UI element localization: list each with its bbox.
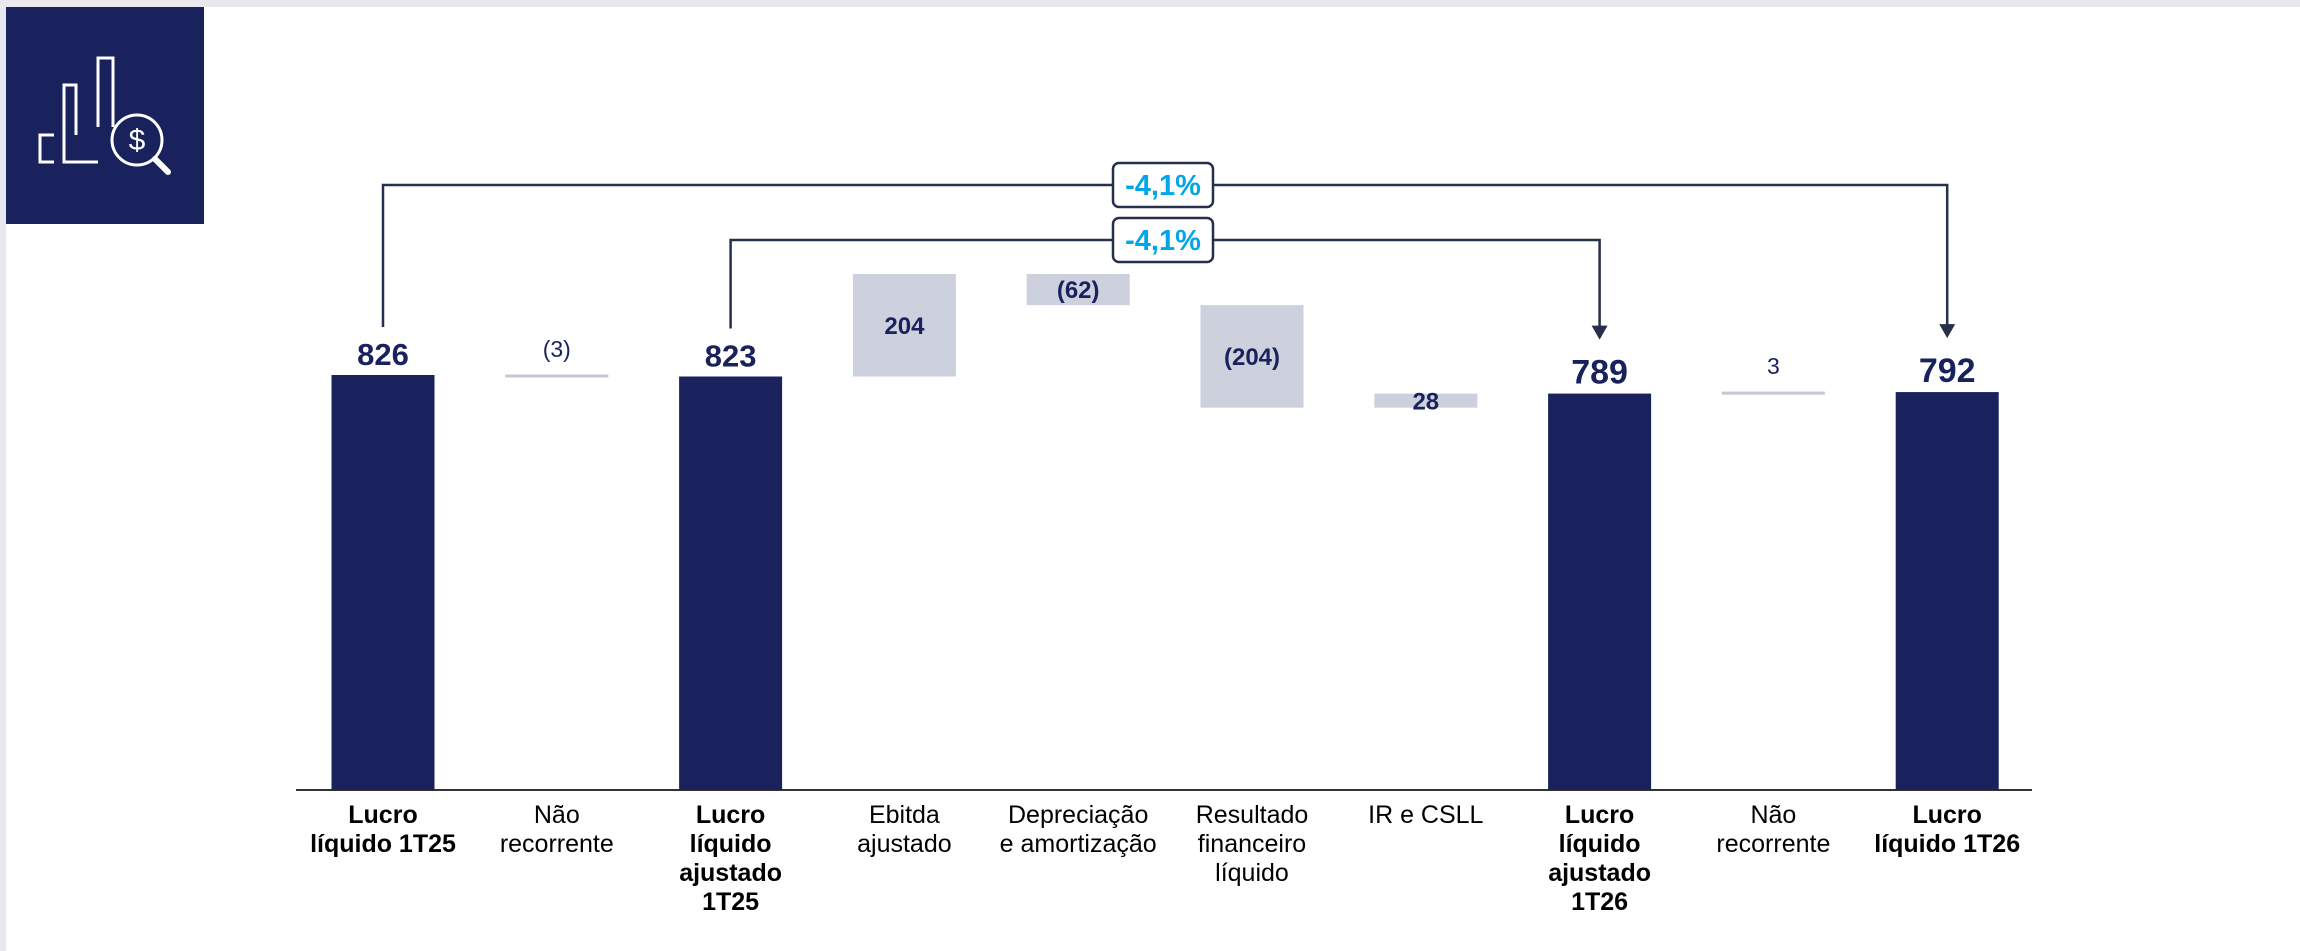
pct-change-box bbox=[1111, 161, 1215, 209]
delta-value-label: 28 bbox=[1412, 388, 1439, 415]
total-bar bbox=[679, 376, 783, 790]
category-label: Não recorrente bbox=[499, 801, 614, 858]
category-label: Lucro líquido ajustado 1T25 bbox=[679, 801, 782, 916]
total-value-label: 792 bbox=[1919, 352, 1976, 390]
chart-dollar-search-icon: $ bbox=[6, 7, 204, 224]
category-label: Não recorrente bbox=[1716, 801, 1831, 858]
svg-text:$: $ bbox=[129, 124, 146, 157]
pct-change-label: -4,1% bbox=[1125, 225, 1201, 257]
pct-change-label: -4,1% bbox=[1125, 170, 1201, 202]
delta-value-label: 204 bbox=[884, 313, 925, 340]
total-value-label: 823 bbox=[705, 339, 757, 374]
delta-bar bbox=[1374, 393, 1478, 408]
category-label: IR e CSLL bbox=[1368, 801, 1484, 829]
total-value-label: 789 bbox=[1571, 354, 1628, 392]
total-bar bbox=[1895, 392, 1999, 790]
pct-change-box bbox=[1111, 216, 1215, 264]
delta-bar bbox=[1026, 274, 1130, 306]
category-label: Lucro líquido ajustado 1T26 bbox=[1548, 801, 1651, 916]
left-border-strip bbox=[0, 0, 6, 951]
arrow-head-icon bbox=[1591, 325, 1608, 340]
total-bar bbox=[1548, 393, 1652, 790]
category-label: Lucro líquido 1T26 bbox=[1874, 801, 2021, 858]
delta-value-label: (3) bbox=[543, 336, 571, 362]
delta-bar bbox=[852, 274, 956, 377]
category-label: Ebitda ajustado bbox=[857, 801, 952, 858]
delta-value-label: (204) bbox=[1224, 344, 1280, 371]
delta-bar bbox=[1200, 305, 1304, 408]
category-label: Depreciação e amortização bbox=[999, 801, 1157, 858]
category-label: Resultado financeiro líquido bbox=[1195, 801, 1309, 887]
top-border-strip bbox=[0, 0, 2300, 7]
delta-value-label: (62) bbox=[1057, 277, 1100, 304]
delta-value-label: 3 bbox=[1767, 353, 1780, 379]
arrow-head-icon bbox=[1939, 324, 1956, 339]
total-bar bbox=[331, 375, 435, 790]
total-value-label: 826 bbox=[357, 337, 409, 372]
category-label: Lucro líquido 1T25 bbox=[310, 801, 456, 858]
